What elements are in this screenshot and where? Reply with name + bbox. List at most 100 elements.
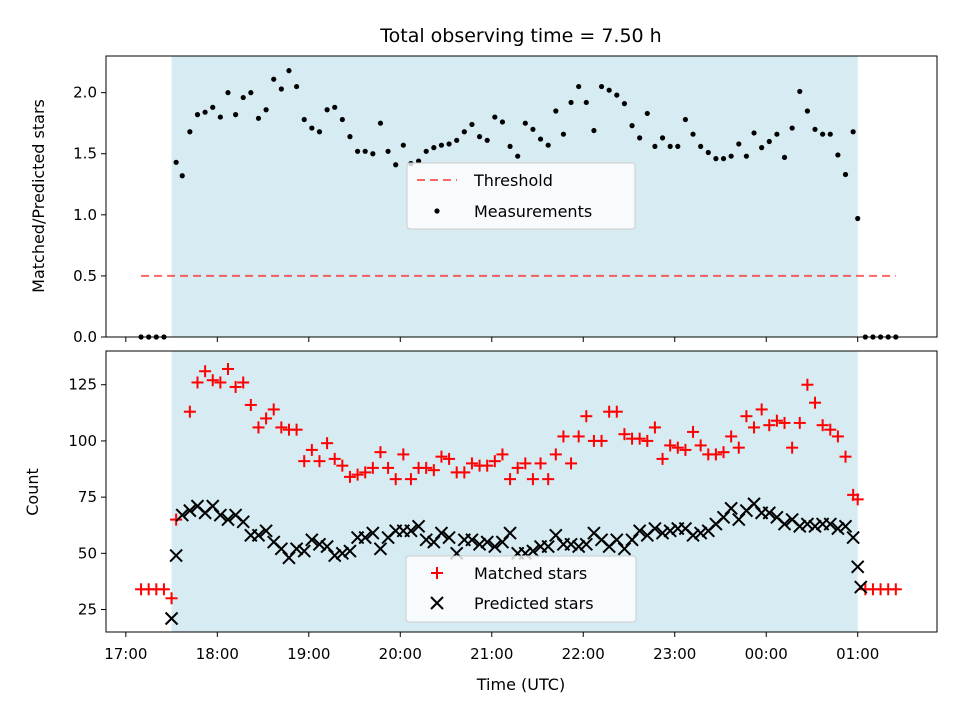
matched-star-point <box>580 410 593 423</box>
measurement-point <box>850 129 856 135</box>
measurement-point <box>537 136 544 142</box>
matched-star-point <box>755 403 768 416</box>
measurement-point <box>393 162 399 168</box>
measurement-point <box>179 173 185 179</box>
bottom-y-tick-label: 100 <box>68 432 97 450</box>
matched-star-point <box>740 410 753 423</box>
predicted-star-point <box>335 546 350 561</box>
matched-star-point <box>397 448 410 461</box>
matched-star-point <box>557 430 570 443</box>
predicted-star-point <box>851 560 865 574</box>
measurement-point <box>804 108 810 114</box>
measurement-point <box>667 143 673 150</box>
predicted-star-point <box>648 521 662 536</box>
measurement-point <box>690 131 696 137</box>
measurement-point <box>774 131 780 137</box>
matched-star-point <box>305 443 318 456</box>
measurement-point <box>202 109 208 115</box>
measurement-point <box>713 156 719 162</box>
predicted-star-point <box>854 580 868 594</box>
predicted-star-point <box>164 611 179 626</box>
predicted-star-point <box>526 544 540 558</box>
matched-star-point <box>793 416 806 429</box>
matched-star-point <box>572 430 585 443</box>
measurement-point <box>240 94 246 101</box>
measurement-point <box>316 129 323 135</box>
measurement-point <box>423 148 429 154</box>
measurement-point <box>476 134 483 140</box>
matched-star-point <box>511 461 524 474</box>
legend-matched-label: Matched stars <box>474 564 587 583</box>
x-tick-label: 23:00 <box>653 645 696 663</box>
matched-star-point <box>221 362 234 375</box>
measurement-point <box>173 159 179 165</box>
matched-star-point <box>244 398 257 411</box>
matched-star-point <box>641 434 654 447</box>
measurement-point <box>728 153 734 159</box>
matched-star-point <box>427 464 440 477</box>
matched-star-point <box>389 473 402 486</box>
measurement-point <box>339 116 345 123</box>
measurement-point <box>827 131 833 137</box>
matched-star-point <box>252 421 265 434</box>
measurement-point <box>522 120 528 126</box>
measurement-point <box>629 123 635 129</box>
matched-star-point <box>191 376 204 389</box>
measurement-point <box>598 83 605 90</box>
matched-star-point <box>481 459 494 472</box>
top-y-axis-ticks: 0.0 0.5 1.0 1.5 2.0 <box>73 84 106 346</box>
measurement-point <box>652 143 658 150</box>
matched-star-point <box>298 455 311 468</box>
measurement-point <box>606 87 612 93</box>
legend-matched-swatch <box>431 567 443 579</box>
measurement-point <box>454 137 460 143</box>
matched-star-point <box>778 416 791 429</box>
measurement-point <box>431 145 437 151</box>
measurement-point <box>286 68 292 74</box>
top-panel: 0.00.51.01.52.0 Matched/Predicted stars … <box>29 55 938 346</box>
measurement-point <box>720 156 727 162</box>
top-x-axis-ticks <box>125 337 859 342</box>
bottom-y-tick-label: 125 <box>68 376 97 394</box>
predicted-star-point <box>251 528 266 543</box>
predicted-star-point <box>793 519 807 534</box>
predicted-star-point <box>541 539 555 554</box>
measurement-point <box>736 141 742 147</box>
predicted-star-point <box>632 524 647 538</box>
matched-star-point <box>748 421 761 434</box>
measurement-point <box>446 141 452 147</box>
predicted-star-point <box>236 515 250 529</box>
predicted-star-point <box>343 544 357 558</box>
measurement-point <box>492 114 498 120</box>
measurement-point <box>812 126 818 132</box>
x-axis-label: Time (UTC) <box>476 675 565 694</box>
measurement-point <box>797 88 803 95</box>
matched-star-point <box>656 452 669 465</box>
measurement-point <box>301 116 307 123</box>
top-y-tick-label: 2.0 <box>73 84 97 102</box>
bottom-x-axis-ticks: 17:00 18:00 19:00 20:00 21:00 22:00 23:00 00:00… <box>104 632 879 663</box>
matched-star-point <box>359 466 372 479</box>
measurement-point <box>415 158 422 164</box>
matched-star-point <box>618 428 631 441</box>
matched-star-point <box>237 376 250 389</box>
matched-star-point <box>267 403 280 416</box>
predicted-star-point <box>373 542 388 556</box>
matched-star-point <box>366 461 379 474</box>
measurement-point <box>835 152 841 158</box>
top-y-tick-label: 0.0 <box>73 328 97 346</box>
matched-star-point <box>816 419 829 432</box>
legend-predicted-swatch <box>430 596 444 610</box>
bottom-panel: 25 50 75 100 125 17:00 18:00 19:00 20:00 21:00 22… <box>23 350 938 694</box>
top-y-tick-label: 0.5 <box>73 267 97 285</box>
matched-star-point <box>404 473 417 486</box>
top-y-tick-label: 1.5 <box>73 145 97 163</box>
measurement-point <box>759 145 765 151</box>
measurement-point <box>637 135 643 141</box>
predicted-star-point <box>831 521 845 536</box>
matched-star-point <box>786 441 799 454</box>
measurement-point <box>400 142 406 148</box>
matched-star-point <box>809 396 822 409</box>
matched-star-point <box>458 466 471 479</box>
matched-star-point <box>157 583 170 596</box>
